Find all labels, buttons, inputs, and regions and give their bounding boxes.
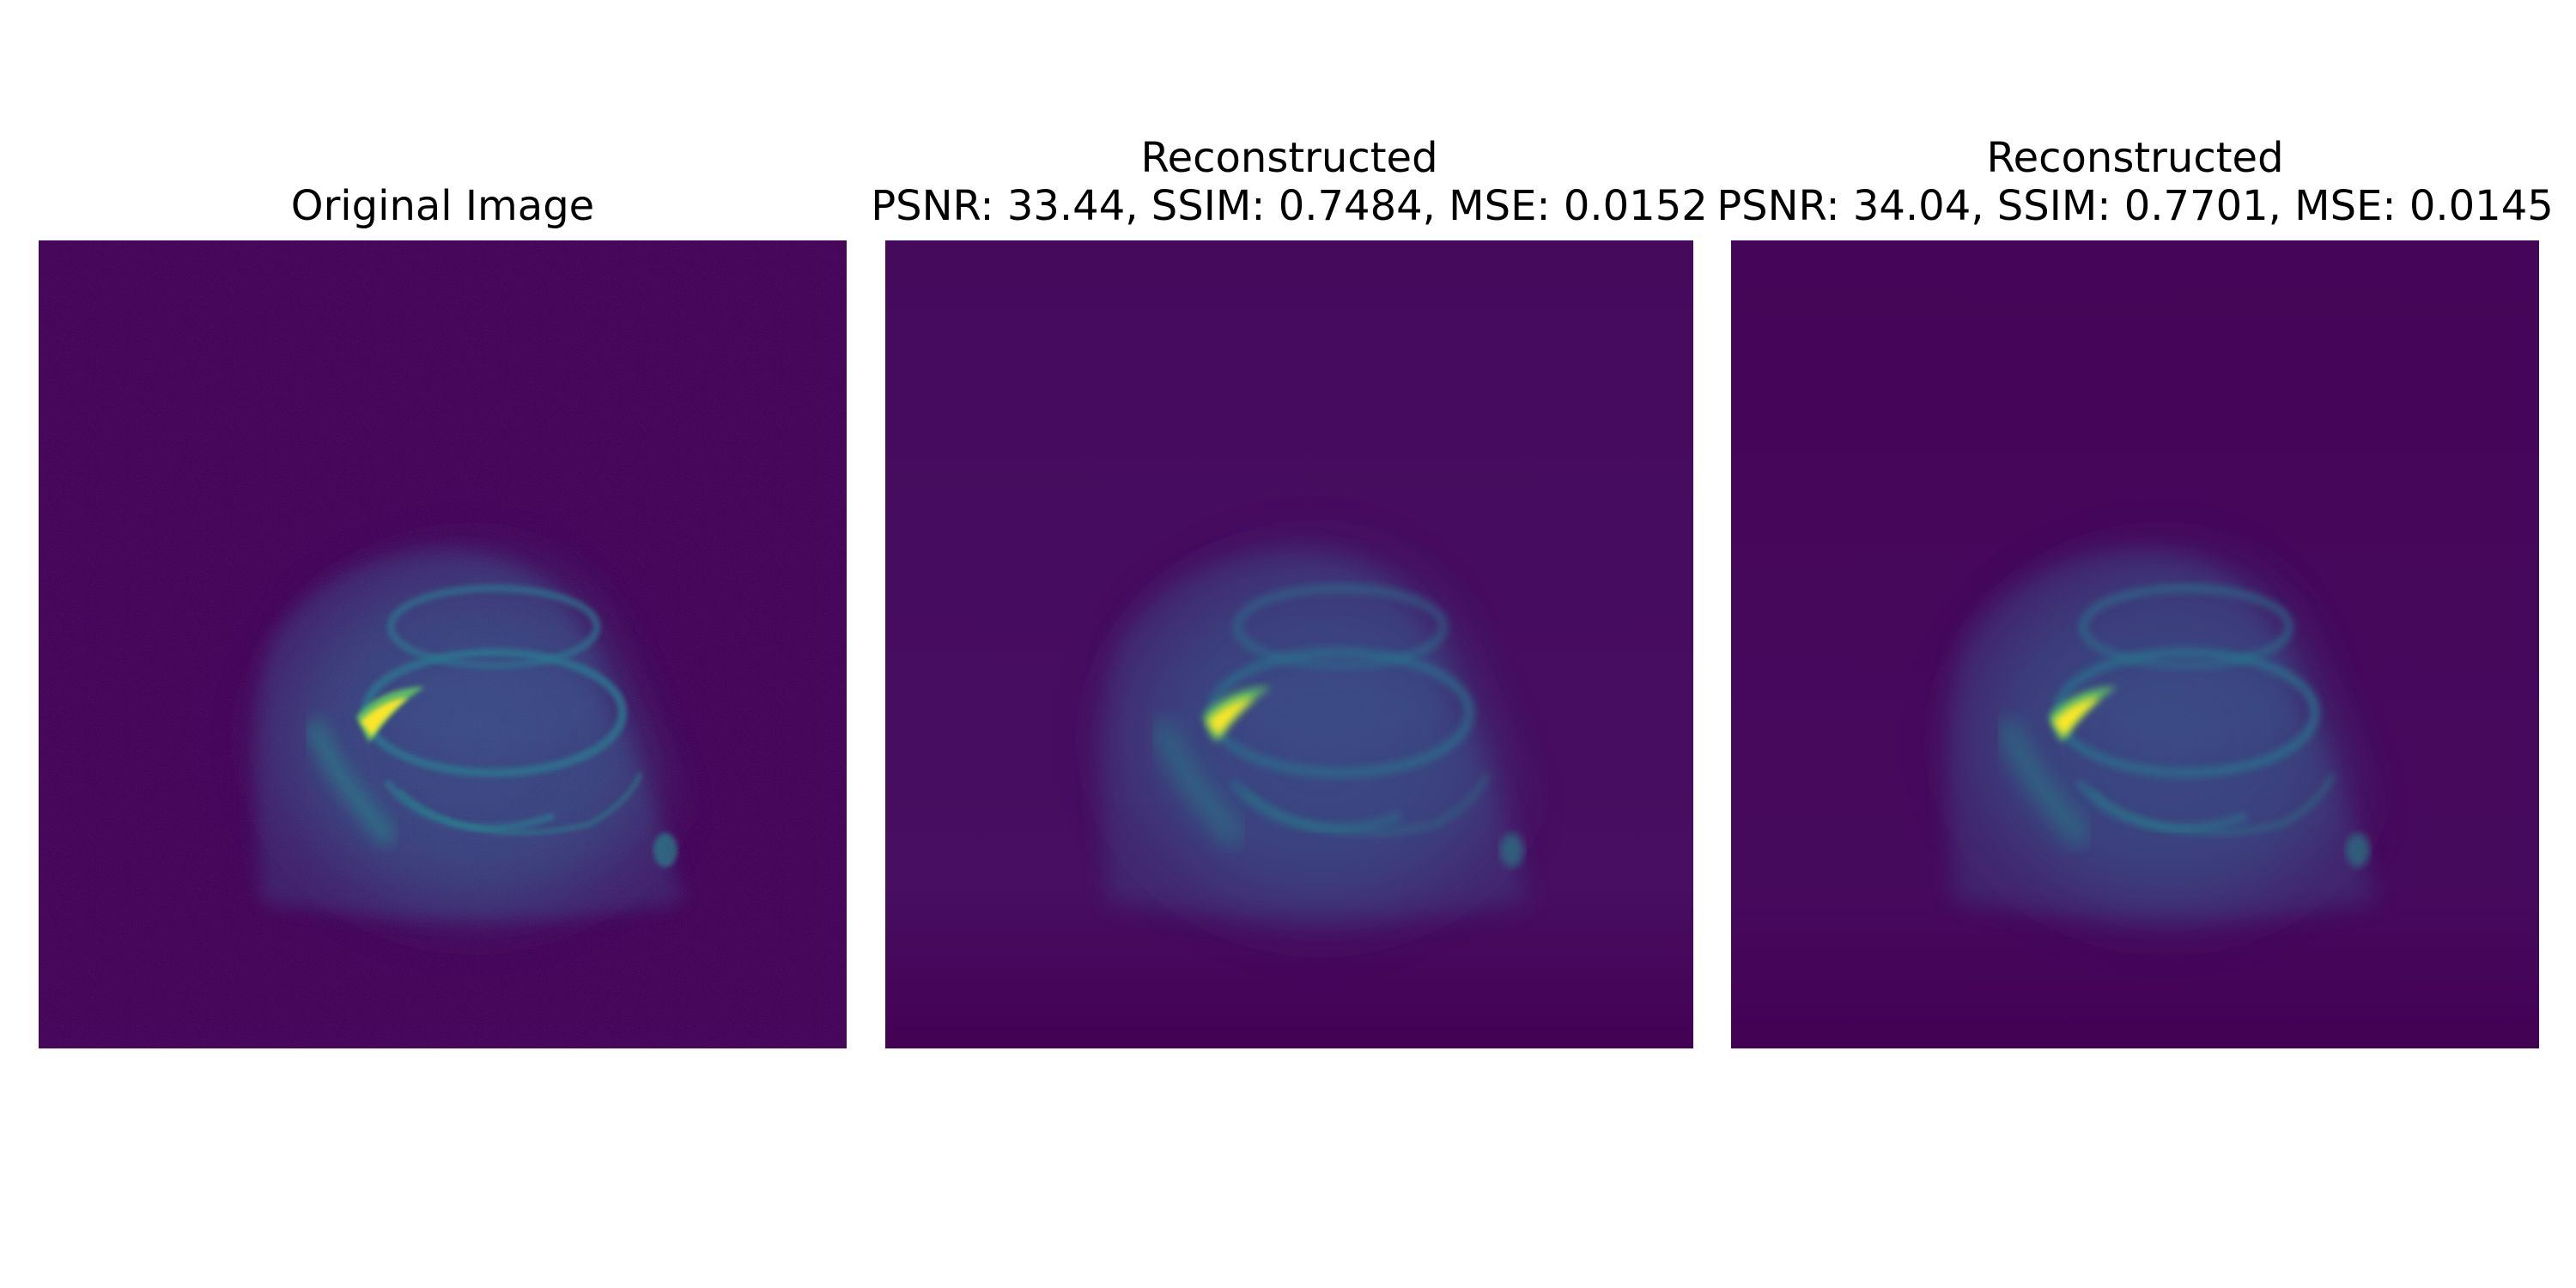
mri-image-reconstructed-1 [885,240,1693,1048]
panel-reconstructed-2: Reconstructed PSNR: 34.04, SSIM: 0.7701,… [1716,134,2554,1048]
title-metrics: PSNR: 33.44, SSIM: 0.7484, MSE: 0.0152 [871,182,1708,230]
title-line: Reconstructed [1140,134,1438,182]
title-line: Original Image [290,182,595,230]
panel-title-reconstructed-1: Reconstructed PSNR: 33.44, SSIM: 0.7484,… [871,134,1708,230]
panel-original: Original Image [39,182,847,1048]
mri-image-reconstructed-2 [1731,240,2539,1048]
panel-title-original: Original Image [291,182,594,230]
panel-title-reconstructed-2: Reconstructed PSNR: 34.04, SSIM: 0.7701,… [1716,134,2554,230]
title-metrics: PSNR: 34.04, SSIM: 0.7701, MSE: 0.0145 [1716,182,2554,230]
mri-image-original [39,240,847,1048]
panel-reconstructed-1: Reconstructed PSNR: 33.44, SSIM: 0.7484,… [871,134,1708,1048]
title-line: Reconstructed [1986,134,2284,182]
